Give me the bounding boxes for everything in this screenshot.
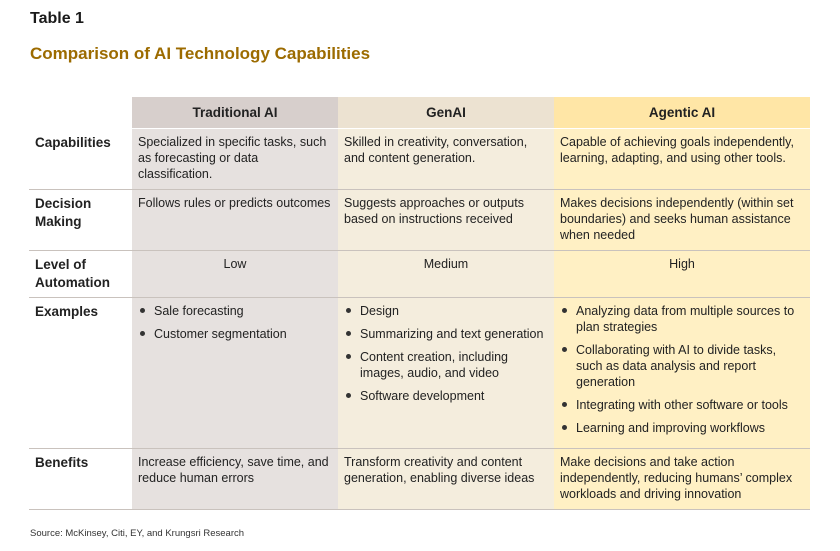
bullet-icon <box>346 331 351 336</box>
list-item: Learning and improving workflows <box>560 420 804 436</box>
cell-automation-traditional: Low <box>132 250 338 298</box>
bullet-icon <box>562 308 567 313</box>
list-item: Content creation, including images, audi… <box>344 349 548 381</box>
bullet-icon <box>562 402 567 407</box>
cell-decision-traditional: Follows rules or predicts outcomes <box>132 189 338 251</box>
row-label-decision-line1: Decision <box>35 196 92 211</box>
bullet-icon <box>562 347 567 352</box>
cell-capabilities-agentic: Capable of achieving goals independently… <box>554 128 810 190</box>
list-item: Design <box>344 303 548 319</box>
bullet-icon <box>140 331 145 336</box>
list-item: Sale forecasting <box>138 303 332 319</box>
list-item: Summarizing and text generation <box>344 326 548 342</box>
cell-benefits-agentic: Make decisions and take action independe… <box>554 448 810 510</box>
row-label-decision-making: Decision Making <box>29 189 132 251</box>
bullet-icon <box>346 354 351 359</box>
table-label: Table 1 <box>30 10 84 27</box>
list-item: Software development <box>344 388 548 404</box>
row-label-automation-line2: Automation <box>35 275 110 290</box>
cell-decision-agentic: Makes decisions independently (within se… <box>554 189 810 251</box>
cell-benefits-genai: Transform creativity and content generat… <box>338 448 554 510</box>
row-label-decision-line2: Making <box>35 214 82 229</box>
header-genai: GenAI <box>338 97 554 129</box>
bullet-icon <box>346 308 351 313</box>
cell-automation-agentic: High <box>554 250 810 298</box>
table-row-benefits: Benefits Increase efficiency, save time,… <box>29 448 810 510</box>
table-row-capabilities: Capabilities Specialized in specific tas… <box>29 128 810 190</box>
cell-decision-genai: Suggests approaches or outputs based on … <box>338 189 554 251</box>
table-row-decision-making: Decision Making Follows rules or predict… <box>29 189 810 251</box>
examples-list-traditional: Sale forecasting Customer segmentation <box>138 303 332 342</box>
table-row-examples: Examples Sale forecasting Customer segme… <box>29 297 810 449</box>
header-row: Traditional AI GenAI Agentic AI <box>29 97 810 129</box>
cell-examples-genai: Design Summarizing and text generation C… <box>338 297 554 449</box>
cell-examples-agentic: Analyzing data from multiple sources to … <box>554 297 810 449</box>
cell-benefits-traditional: Increase efficiency, save time, and redu… <box>132 448 338 510</box>
list-item: Integrating with other software or tools <box>560 397 804 413</box>
cell-automation-genai: Medium <box>338 250 554 298</box>
table-row-level-of-automation: Level of Automation Low Medium High <box>29 250 810 298</box>
examples-list-genai: Design Summarizing and text generation C… <box>344 303 548 404</box>
cell-examples-traditional: Sale forecasting Customer segmentation <box>132 297 338 449</box>
row-label-capabilities: Capabilities <box>29 128 132 190</box>
row-label-examples: Examples <box>29 297 132 449</box>
cell-capabilities-genai: Skilled in creativity, conversation, and… <box>338 128 554 190</box>
table-title: Comparison of AI Technology Capabilities <box>30 44 371 63</box>
bullet-icon <box>562 425 567 430</box>
bullet-icon <box>140 308 145 313</box>
source-note: Source: McKinsey, Citi, EY, and Krungsri… <box>30 528 245 539</box>
bullet-icon <box>346 393 351 398</box>
list-item: Collaborating with AI to divide tasks, s… <box>560 342 804 390</box>
row-label-level-of-automation: Level of Automation <box>29 250 132 298</box>
header-agentic-ai: Agentic AI <box>554 97 810 129</box>
examples-list-agentic: Analyzing data from multiple sources to … <box>560 303 804 436</box>
header-empty <box>29 97 132 129</box>
list-item: Customer segmentation <box>138 326 332 342</box>
list-item: Analyzing data from multiple sources to … <box>560 303 804 335</box>
row-label-benefits: Benefits <box>29 448 132 510</box>
cell-capabilities-traditional: Specialized in specific tasks, such as f… <box>132 128 338 190</box>
row-label-automation-line1: Level of <box>35 257 87 272</box>
header-traditional-ai: Traditional AI <box>132 97 338 129</box>
comparison-table: Traditional AI GenAI Agentic AI Capabili… <box>29 97 810 510</box>
